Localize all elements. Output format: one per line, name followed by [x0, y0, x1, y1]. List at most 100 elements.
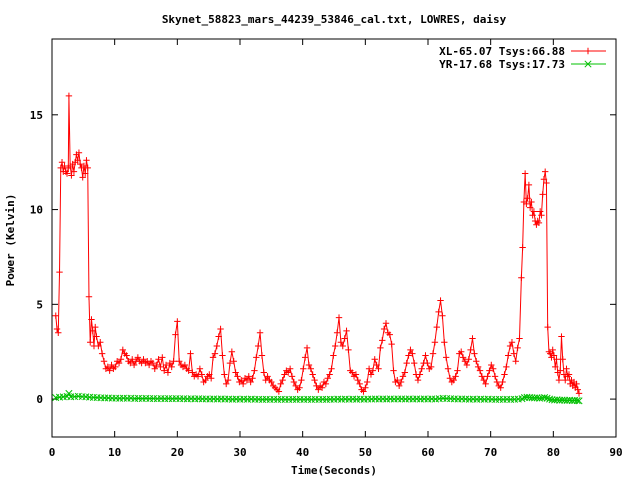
y-tick-label: 5	[36, 298, 43, 311]
series-0-point	[348, 369, 356, 376]
series-0-point	[106, 367, 113, 374]
series-0-point	[510, 350, 518, 357]
series-0-point	[305, 361, 313, 369]
series-0-point	[458, 348, 465, 355]
series-0-point	[65, 92, 73, 100]
series-0-point	[61, 162, 68, 170]
series-0-point	[332, 342, 339, 350]
series-0-point	[172, 331, 179, 338]
series-0-point	[234, 373, 241, 380]
x-tick-label: 40	[296, 446, 309, 459]
series-0-point	[575, 390, 583, 397]
series-0-point	[414, 376, 422, 384]
series-0-point	[526, 204, 534, 211]
series-0-point	[130, 361, 138, 369]
legend-label: XL-65.07 Tsys:66.88	[439, 45, 565, 58]
series-0-point	[155, 356, 162, 363]
series-0-point	[213, 342, 221, 350]
series-0-point	[134, 354, 142, 361]
series-0-point	[405, 352, 412, 359]
series-1-point	[65, 389, 73, 397]
series-0-point	[82, 170, 89, 177]
series-1-point	[561, 396, 569, 404]
series-0-point	[528, 198, 535, 206]
series-0-point	[540, 176, 548, 183]
series-0-point	[260, 369, 268, 376]
series-0-point	[249, 375, 256, 382]
x-tick-label: 10	[108, 446, 121, 459]
series-0-point	[309, 371, 316, 378]
y-tick-label: 0	[36, 393, 43, 406]
series-0-point	[401, 369, 409, 376]
series-0-point	[258, 352, 266, 359]
series-0-point	[108, 361, 115, 369]
series-0-point	[397, 378, 405, 386]
series-0-point	[238, 376, 245, 384]
series-0-point	[416, 371, 424, 378]
series-0-point	[92, 323, 99, 331]
series-0-point	[315, 386, 322, 393]
series-0-point	[497, 384, 504, 391]
series-0-point	[303, 344, 311, 352]
series-0-point	[224, 376, 232, 384]
series-1-point	[568, 397, 576, 405]
series-0-point	[549, 346, 556, 354]
series-0-point	[512, 357, 519, 365]
series-0-point	[83, 157, 90, 164]
series-0-point	[211, 350, 219, 357]
series-0-point	[341, 335, 348, 342]
series-0-point	[53, 325, 61, 333]
series-0-point	[530, 208, 538, 215]
series-0-point	[324, 375, 331, 382]
series-0	[52, 92, 583, 397]
series-0-point	[394, 376, 401, 384]
series-0-point	[352, 371, 360, 378]
y-tick-label: 10	[30, 204, 43, 217]
x-axis-title: Time(Seconds)	[291, 464, 377, 477]
series-0-point	[251, 367, 258, 374]
series-0-point	[362, 384, 369, 391]
series-0-point	[181, 361, 189, 369]
series-0-point	[452, 373, 459, 380]
series-0-point	[288, 373, 296, 380]
series-0-point	[196, 365, 204, 372]
x-tick-label: 30	[233, 446, 246, 459]
chart-title: Skynet_58823_mars_44239_53846_cal.txt, L…	[162, 13, 507, 26]
series-0-point	[508, 339, 516, 346]
x-tick-label: 70	[484, 446, 497, 459]
series-0-point	[557, 367, 564, 374]
series-0-point	[198, 371, 205, 378]
series-0-point	[395, 382, 403, 390]
series-0-point	[140, 356, 147, 363]
series-0-point	[77, 160, 84, 168]
series-0-point	[463, 361, 471, 369]
series-0-point	[84, 164, 91, 172]
series-0-point	[100, 357, 108, 365]
series-0-point	[471, 350, 478, 357]
series-0-point	[484, 373, 491, 380]
series-0-point	[444, 365, 452, 372]
series-0-point	[354, 376, 362, 384]
series-0-point	[343, 327, 350, 335]
series-0-point	[345, 346, 352, 354]
series-0-point	[380, 325, 388, 333]
series-0-point	[573, 380, 580, 388]
series-0-point	[223, 380, 230, 388]
series-0-point	[239, 380, 247, 388]
series-0-point	[145, 361, 153, 369]
series-0-point	[117, 356, 125, 363]
series-0-point	[245, 373, 252, 380]
series-0-point	[176, 357, 183, 365]
series-0-point	[57, 164, 64, 172]
series-0-point	[174, 318, 181, 325]
series-0-point	[209, 354, 217, 361]
series-0-point	[52, 312, 59, 319]
series-0-point	[356, 380, 363, 388]
series-0-point	[194, 373, 202, 380]
series-0-point	[427, 363, 435, 371]
series-0-point	[418, 365, 425, 372]
series-0-point	[215, 333, 222, 340]
series-0-point	[129, 356, 136, 363]
series-0-point	[373, 361, 380, 369]
